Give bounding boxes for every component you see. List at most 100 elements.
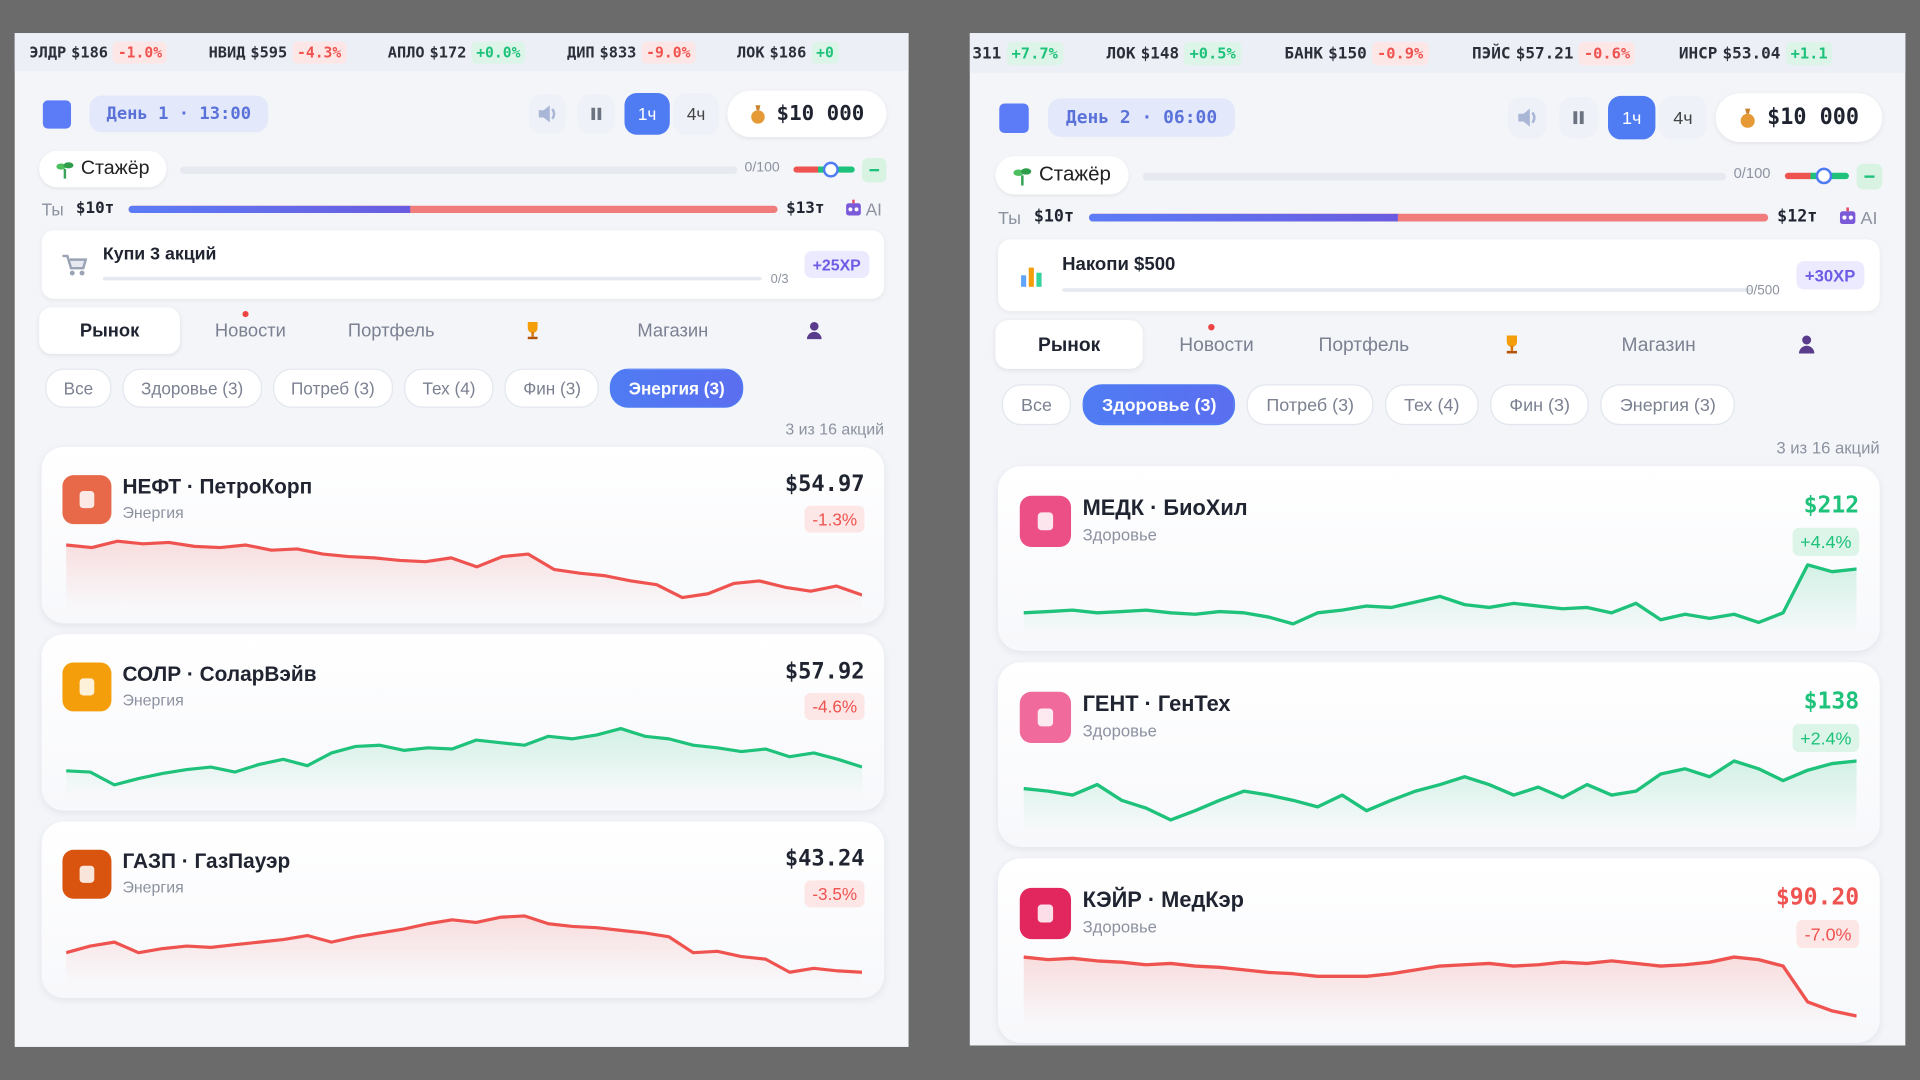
tab[interactable]: Новости	[214, 320, 286, 342]
pause-button[interactable]	[577, 94, 615, 134]
stock-card[interactable]: КЭЙР · МедКэр Здоровье $90.20 -7.0%	[997, 858, 1880, 1043]
speed-button[interactable]: 1ч	[624, 93, 670, 135]
stock-card[interactable]: МЕДК · БиоХил Здоровье $212 +4.4%	[997, 466, 1880, 651]
ticker-item: ИНСР $53.04 +1.1	[1678, 41, 1838, 65]
stock-price: $54.97	[784, 471, 865, 498]
filter-chip[interactable]: Потреб (3)	[272, 368, 394, 408]
filter-chip[interactable]: Здоровье (3)	[1082, 384, 1236, 426]
speed-button[interactable]: 4ч	[673, 93, 719, 135]
volume-slider[interactable]	[1784, 167, 1849, 185]
quest-card: Накопи $500 0/500 +30XP	[997, 239, 1880, 312]
stock-change: +2.4%	[1792, 723, 1860, 753]
ticker-change: +0.5%	[1184, 41, 1241, 65]
tab[interactable]: Магазин	[1621, 333, 1696, 356]
stock-change: -1.3%	[805, 505, 865, 533]
slider-knob	[822, 161, 839, 178]
money-bag-icon	[751, 105, 765, 124]
sparkline	[66, 539, 863, 609]
filter-chip[interactable]: Энергия (3)	[610, 368, 744, 408]
race-bar-you	[1088, 213, 1398, 222]
quest-progress: 0/500	[1746, 282, 1780, 299]
ticker-price: $595	[250, 42, 288, 62]
tab[interactable]: Рынок	[39, 307, 181, 354]
tab[interactable]: Рынок	[995, 320, 1143, 369]
speed-button[interactable]: 1ч	[1608, 95, 1656, 140]
stock-change: -7.0%	[1796, 919, 1860, 949]
stock-sector: Здоровье	[1082, 525, 1157, 545]
stock-icon-glyph	[79, 865, 95, 883]
race-bar	[128, 205, 778, 214]
filter-chip[interactable]: Тех (4)	[404, 368, 494, 408]
quest-reward: +30XP	[1795, 261, 1865, 290]
ticker-symbol: ИНСР	[1678, 43, 1718, 63]
stock-icon-glyph	[79, 491, 95, 509]
filter-chip[interactable]: Здоровье (3)	[122, 368, 262, 408]
speed-button[interactable]: 4ч	[1659, 95, 1707, 140]
money-bag-icon	[1740, 108, 1755, 128]
quest-progress: 0/3	[770, 271, 789, 287]
minus-button[interactable]	[862, 157, 887, 183]
ticker-change: +0	[811, 41, 839, 64]
trophy-tab[interactable]	[1438, 320, 1585, 369]
filter-chip[interactable]: Энергия (3)	[1600, 384, 1736, 426]
xp-text: 0/100	[1733, 166, 1771, 182]
sparkline-line	[66, 914, 863, 974]
stock-icon-glyph	[1037, 904, 1054, 923]
stock-change: -4.6%	[805, 693, 865, 721]
ticker-symbol: ДИП	[566, 42, 595, 62]
ticker-item: ДИП $833 -9.0%	[566, 41, 700, 64]
sparkline-area	[1023, 760, 1857, 832]
filter-chip[interactable]: Все	[1001, 384, 1072, 426]
stock-card[interactable]: СОЛР · СоларВэйв Энергия $57.92 -4.6%	[41, 634, 885, 811]
person-tab[interactable]	[743, 307, 884, 354]
stock-sector: Энергия	[122, 877, 184, 897]
ticker-strip: ЭЛДР $186 -1.0% НВИД $595 -4.3% АПЛО $172 +0.0% Д…	[14, 33, 909, 72]
trophy-icon	[1506, 335, 1517, 354]
race-bar	[1088, 213, 1769, 222]
filter-chip[interactable]: Все	[45, 368, 112, 408]
ticker-change: +1.1	[1785, 41, 1833, 65]
ticker-symbol: БАНК	[1284, 43, 1324, 63]
tab[interactable]: Новости	[1179, 333, 1254, 356]
minus-button[interactable]	[1856, 163, 1883, 190]
trophy-tab[interactable]	[462, 307, 603, 354]
stock-icon-glyph	[1037, 708, 1054, 727]
stock-card[interactable]: ГАЗП · ГазПауэр Энергия $43.24 -3.5%	[41, 821, 885, 998]
tab[interactable]: Портфель	[347, 320, 435, 342]
balance-pill: $10 000	[727, 90, 887, 138]
sparkline-line	[1023, 563, 1857, 626]
filter-chip[interactable]: Тех (4)	[1384, 384, 1479, 426]
sparkline-area	[1023, 564, 1857, 636]
stock-icon	[1019, 495, 1072, 547]
ticker-item: НВИД $595 -4.3%	[209, 41, 351, 64]
race-bar-you	[128, 205, 411, 214]
stock-name: НЕФТ · ПетроКорп	[122, 475, 313, 499]
stock-card[interactable]: ГЕНТ · ГенТех Здоровье $138 +2.4%	[997, 662, 1880, 847]
sparkline-area	[66, 915, 863, 984]
pause-icon	[1573, 111, 1584, 125]
stock-price: $57.92	[784, 658, 865, 685]
rank-name: Стажёр	[1038, 163, 1111, 186]
sound-button[interactable]	[528, 94, 566, 134]
filter-chip[interactable]: Фин (3)	[1490, 384, 1590, 426]
filter-chip[interactable]: Фин (3)	[504, 368, 600, 408]
quest-title: Накопи $500	[1062, 254, 1176, 276]
volume-slider[interactable]	[793, 161, 855, 178]
tab[interactable]: Магазин	[637, 320, 709, 342]
pause-icon	[591, 107, 602, 121]
ticker-change: +0.0%	[471, 41, 526, 64]
pause-button[interactable]	[1559, 97, 1598, 139]
stock-icon	[1019, 887, 1072, 940]
stock-card[interactable]: НЕФТ · ПетроКорп Энергия $54.97 -1.3%	[41, 446, 885, 624]
robot-icon	[1839, 207, 1856, 225]
sparkline-area	[66, 541, 863, 609]
sound-button[interactable]	[1508, 97, 1547, 139]
day-clock: День 2 · 06:00	[1047, 98, 1236, 137]
filter-chip[interactable]: Потреб (3)	[1247, 384, 1374, 426]
tab[interactable]: Портфель	[1318, 333, 1410, 356]
stock-icon	[1019, 691, 1072, 744]
ai-label: AI	[1860, 207, 1878, 228]
person-tab[interactable]	[1732, 320, 1879, 369]
sparkline	[66, 914, 863, 984]
ticker-symbol: ПЭЙС	[1471, 43, 1511, 63]
